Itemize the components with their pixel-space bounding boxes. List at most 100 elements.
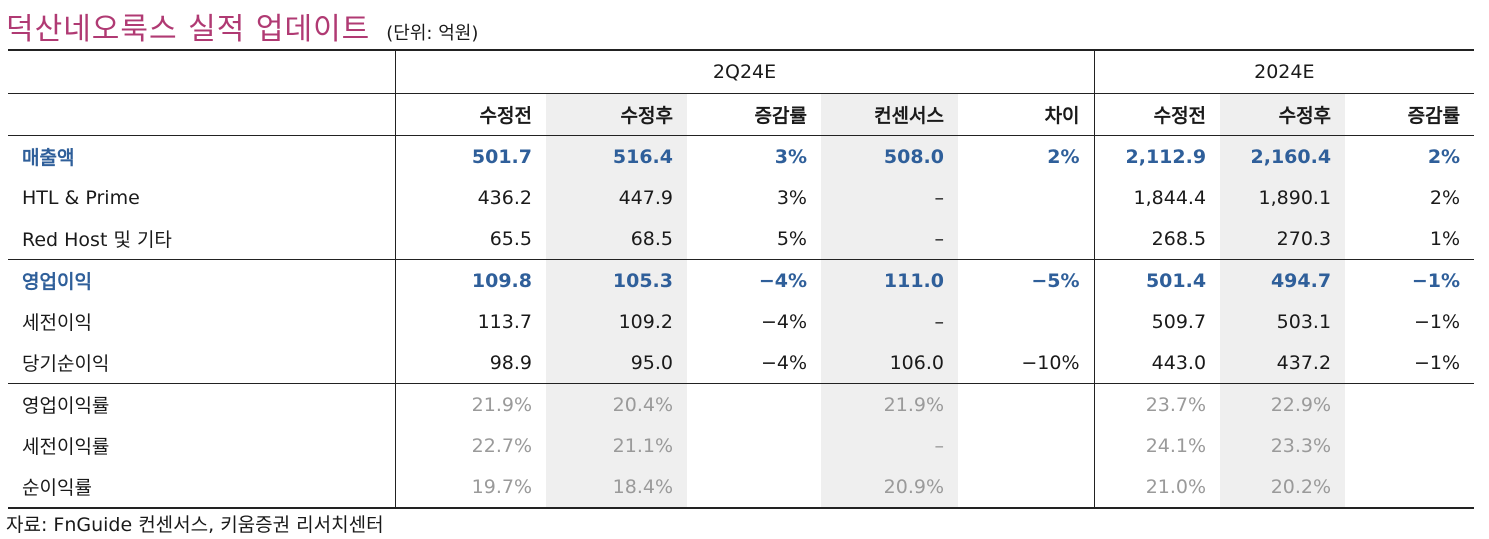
column-header-row: 수정전 수정후 증감률 컨센서스 차이 수정전 수정후 증감률 [8, 93, 1475, 136]
row-label: 순이익률 [8, 466, 395, 509]
table-cell [958, 218, 1094, 260]
group-header-row: 2Q24E 2024E [8, 49, 1475, 94]
table-cell: 23.3% [1220, 425, 1346, 466]
table-cell: 509.7 [1093, 301, 1221, 342]
table-row: 세전이익 113.7 109.2 −4% – 509.7 503.1 −1% [8, 301, 1474, 342]
table-cell: 2% [1345, 135, 1475, 177]
table-cell: 21.0% [1093, 466, 1221, 509]
table-cell [687, 466, 821, 509]
table-cell: −4% [760, 351, 807, 374]
table-cell: 503.1 [1220, 301, 1346, 342]
table-cell: 1% [1429, 227, 1461, 250]
table-cell: 443.0 [1093, 342, 1221, 384]
row-label: 영업이익률 [8, 383, 395, 425]
row-label: 매출액 [8, 135, 395, 177]
col-header-change: 증감률 [687, 93, 821, 136]
table-cell: 18.4% [546, 466, 687, 509]
table-cell: 65.5 [394, 218, 546, 260]
table-cell [958, 301, 1094, 342]
table-cell [1345, 383, 1475, 425]
col-header-diff: 차이 [958, 93, 1095, 136]
table-cell: −4% [687, 259, 821, 301]
table-cell: 1,890.1 [1220, 177, 1346, 218]
table-cell: 21.1% [546, 425, 687, 466]
row-label: 당기순이익 [22, 353, 110, 375]
table-cell: 21.9% [394, 383, 546, 425]
table-cell: 22.7% [394, 425, 546, 466]
table-cell: 508.0 [821, 135, 958, 177]
table-cell: 2,160.4 [1220, 135, 1346, 177]
table-row: 당기순이익 98.9 95.0 −4% 106.0 −10% 443.0 437.2 −1% [8, 342, 1474, 384]
row-label: 세전이익 [22, 312, 92, 334]
table-cell: 22.9% [1220, 383, 1346, 425]
table-cell: 109.8 [394, 259, 546, 301]
table-cell: −4% [760, 310, 807, 333]
table-cell: 2% [958, 135, 1095, 177]
table-cell: 501.7 [394, 135, 546, 177]
row-label: Red Host 및 기타 [22, 229, 172, 251]
table-cell: 3% [776, 186, 807, 209]
table-cell: 20.4% [546, 383, 687, 425]
table-cell [958, 383, 1095, 425]
table-cell: 20.2% [1220, 466, 1346, 509]
table-row: HTL & Prime 436.2 447.9 3% – 1,844.4 1,890.1 2% [8, 177, 1474, 218]
table-body: 매출액 501.7 516.4 3% 508.0 2% 2,112.9 2,160.4 2% HT… [8, 135, 1475, 509]
table-cell: 2% [1429, 186, 1461, 209]
table-cell: – [821, 218, 958, 260]
table-cell: 437.2 [1220, 342, 1346, 384]
earnings-table: 2Q24E 2024E 수정전 수정후 증감률 컨센서스 차이 수정전 수정후 … [8, 49, 1475, 509]
table-cell: 95.0 [546, 342, 687, 384]
table-cell: 436.2 [394, 177, 546, 218]
table-cell [958, 466, 1095, 509]
table-cell: 270.3 [1220, 218, 1346, 260]
table-cell [687, 425, 821, 466]
table-cell: 501.4 [1093, 259, 1221, 301]
table-row: 세전이익률 22.7% 21.1% – 24.1% 23.3% [8, 425, 1474, 466]
table-row: 영업이익률 21.9% 20.4% 21.9% 23.7% 22.9% [8, 383, 1475, 425]
row-label: HTL & Prime [22, 186, 140, 209]
table-cell: – [821, 301, 958, 342]
table-cell: −1% [1345, 259, 1475, 301]
row-label: 세전이익률 [22, 436, 110, 458]
table-cell [1345, 466, 1475, 509]
table-cell: 106.0 [821, 342, 958, 384]
table-cell: −1% [1414, 310, 1461, 333]
table-cell: 3% [687, 135, 821, 177]
table-cell: 20.9% [821, 466, 958, 509]
table-cell [958, 177, 1094, 218]
table-row: 매출액 501.7 516.4 3% 508.0 2% 2,112.9 2,160.4 2% [8, 135, 1475, 177]
col-header-consensus: 컨센서스 [821, 93, 958, 136]
table-cell: – [821, 177, 958, 218]
table-cell [687, 383, 821, 425]
table-cell: 23.7% [1093, 383, 1221, 425]
table-cell: 111.0 [821, 259, 958, 301]
table-row: Red Host 및 기타 65.5 68.5 5% – 268.5 270.3 1% [8, 218, 1474, 260]
table-cell: 1,844.4 [1093, 177, 1221, 218]
table-cell: 105.3 [546, 259, 687, 301]
source-footnote: 자료: FnGuide 컨센서스, 키움증권 리서치센터 [6, 514, 384, 536]
col-header-change-2024: 증감률 [1345, 93, 1475, 136]
table-cell: 21.9% [821, 383, 958, 425]
col-header-before-2024: 수정전 [1093, 93, 1221, 136]
table-cell: 109.2 [546, 301, 687, 342]
col-header-after: 수정후 [546, 93, 687, 136]
table-row: 영업이익 109.8 105.3 −4% 111.0 −5% 501.4 494.7 −1% [8, 259, 1475, 301]
table-cell: 516.4 [546, 135, 687, 177]
col-header-after-2024: 수정후 [1220, 93, 1346, 136]
group-header-2q24e: 2Q24E [394, 49, 1095, 94]
table-cell: 19.7% [394, 466, 546, 509]
table-cell: – [821, 425, 958, 466]
col-header-before: 수정전 [394, 93, 546, 136]
unit-label: (단위: 억원) [386, 23, 479, 44]
table-cell: 98.9 [394, 342, 546, 384]
table-row: 순이익률 19.7% 18.4% 20.9% 21.0% 20.2% [8, 466, 1475, 509]
table-cell: −5% [958, 259, 1095, 301]
table-cell: 268.5 [1093, 218, 1221, 260]
table-cell: 494.7 [1220, 259, 1346, 301]
table-cell: −1% [1414, 351, 1461, 374]
table-cell: 5% [776, 227, 807, 250]
table-cell: 68.5 [546, 218, 687, 260]
table-cell: 447.9 [546, 177, 687, 218]
table-cell: 113.7 [394, 301, 546, 342]
table-cell: 24.1% [1093, 425, 1221, 466]
